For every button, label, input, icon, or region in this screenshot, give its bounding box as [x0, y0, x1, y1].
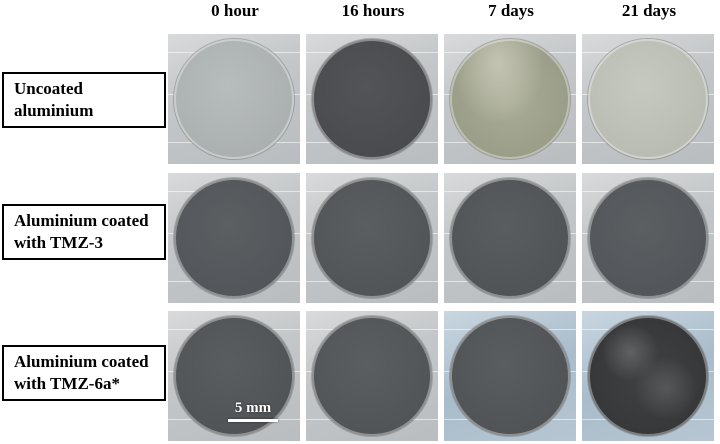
aluminium-disc — [312, 39, 432, 159]
column-header-16-hours: 16 hours — [341, 1, 405, 20]
aluminium-disc — [174, 316, 294, 436]
aluminium-disc — [450, 316, 570, 436]
sample-photo-r1-c4 — [582, 34, 714, 164]
row-label-uncoated-line2: aluminium — [14, 101, 94, 120]
sample-photo-r2-c4 — [582, 173, 714, 303]
sample-photo-r3-c3 — [444, 311, 576, 441]
sample-photo-r3-c2 — [306, 311, 438, 441]
sample-photo-r2-c3 — [444, 173, 576, 303]
scale-bar: 5 mm — [228, 400, 278, 422]
column-header-7-days: 7 days — [488, 1, 534, 20]
aluminium-disc — [588, 316, 708, 436]
row-label-uncoated: Uncoated aluminium — [2, 72, 166, 128]
row-label-tmz3-line1: Aluminium coated — [14, 211, 149, 230]
aluminium-disc — [174, 178, 294, 298]
aluminium-disc — [588, 178, 708, 298]
aluminium-disc — [312, 316, 432, 436]
sample-photo-r1-c2 — [306, 34, 438, 164]
column-header-21-days: 21 days — [621, 1, 677, 20]
aluminium-disc — [312, 178, 432, 298]
row-label-tmz3: Aluminium coated with TMZ-3 — [2, 204, 166, 260]
aluminium-disc — [174, 39, 294, 159]
sample-photo-r3-c1 — [168, 311, 300, 441]
aluminium-disc — [588, 39, 708, 159]
sample-photo-r1-c3 — [444, 34, 576, 164]
sample-photo-r1-c1 — [168, 34, 300, 164]
scale-bar-line — [228, 419, 278, 422]
column-header-0-hour: 0 hour — [211, 1, 259, 20]
sample-photo-r2-c1 — [168, 173, 300, 303]
aluminium-disc — [450, 178, 570, 298]
scale-bar-label: 5 mm — [234, 400, 272, 416]
row-label-uncoated-line1: Uncoated — [14, 79, 83, 98]
sample-photo-r3-c4 — [582, 311, 714, 441]
row-label-tmz6a-line2: with TMZ-6a* — [14, 374, 120, 393]
row-label-tmz6a: Aluminium coated with TMZ-6a* — [2, 345, 166, 401]
row-label-tmz3-line2: with TMZ-3 — [14, 233, 103, 252]
aluminium-disc — [450, 39, 570, 159]
sample-photo-r2-c2 — [306, 173, 438, 303]
row-label-tmz6a-line1: Aluminium coated — [14, 352, 149, 371]
